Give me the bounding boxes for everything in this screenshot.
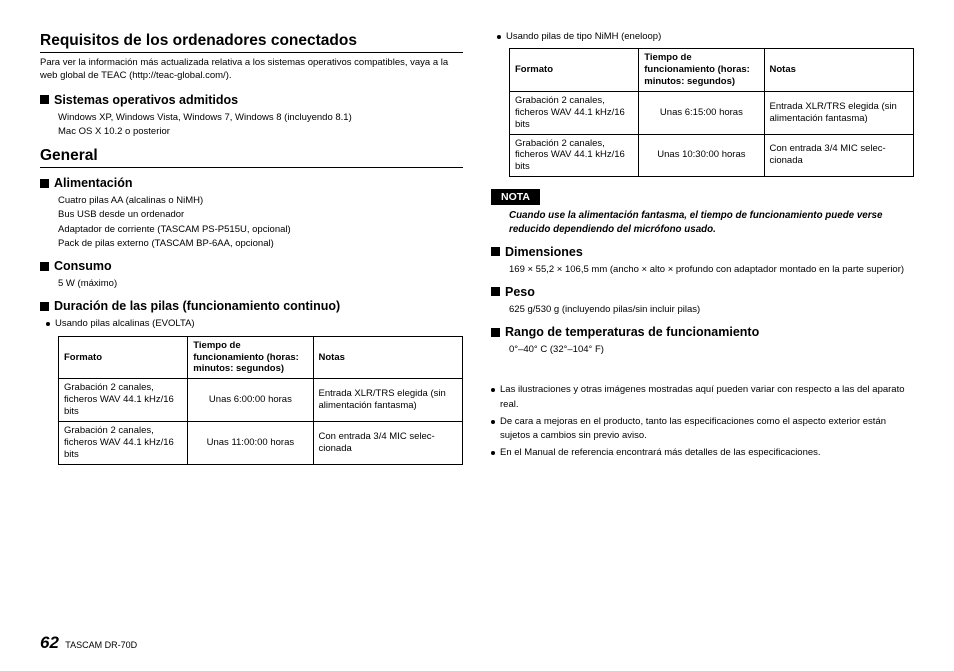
subhead-consumption: Consumo bbox=[40, 259, 463, 273]
right-column: Usando pilas de tipo NiMH (eneloop) Form… bbox=[491, 30, 914, 465]
table-cell: Entrada XLR/TRS elegida (sin alimentació… bbox=[313, 379, 463, 422]
heading-requirements: Requisitos de los ordenadores conectados bbox=[40, 32, 463, 53]
subhead-os: Sistemas operativos admitidos bbox=[40, 93, 463, 107]
table-cell: Unas 10:30:00 horas bbox=[639, 134, 764, 177]
left-column: Requisitos de los ordenadores conectados… bbox=[40, 30, 463, 465]
intro-text: Para ver la información más actualizada … bbox=[40, 57, 463, 83]
os-line-1: Windows XP, Windows Vista, Windows 7, Wi… bbox=[58, 111, 463, 125]
subhead-weight: Peso bbox=[491, 285, 914, 299]
subhead-dimensions-label: Dimensiones bbox=[505, 245, 583, 259]
table-cell: Unas 6:00:00 horas bbox=[188, 379, 313, 422]
square-icon bbox=[40, 302, 49, 311]
power-line: Bus USB desde un ordenador bbox=[58, 208, 463, 222]
table-cell: Unas 11:00:00 horas bbox=[188, 421, 313, 464]
battery-bullet: Usando pilas alcalinas (EVOLTA) bbox=[46, 317, 463, 331]
weight-line: 625 g/530 g (incluyendo pilas/sin inclui… bbox=[509, 303, 914, 317]
table-cell: Grabación 2 canales, ficheros WAV 44.1 k… bbox=[59, 379, 188, 422]
table-row: Grabación 2 canales, ficheros WAV 44.1 k… bbox=[510, 91, 914, 134]
square-icon bbox=[491, 328, 500, 337]
table-cell: Entrada XLR/TRS elegida (sin alimentació… bbox=[764, 91, 914, 134]
table-cell: Grabación 2 canales, ficheros WAV 44.1 k… bbox=[510, 134, 639, 177]
footnote: De cara a mejoras en el producto, tanto … bbox=[491, 415, 914, 444]
subhead-power: Alimentación bbox=[40, 176, 463, 190]
table-header-row: Formato Tiempo de funcionamiento (horas:… bbox=[510, 49, 914, 92]
battery-table-alkaline: Formato Tiempo de funcionamiento (horas:… bbox=[58, 336, 463, 465]
note-text: Cuando use la alimentación fantasma, el … bbox=[509, 209, 914, 236]
subhead-battery-label: Duración de las pilas (funcionamiento co… bbox=[54, 299, 340, 313]
table-row: Grabación 2 canales, ficheros WAV 44.1 k… bbox=[59, 421, 463, 464]
bullet-icon bbox=[491, 451, 495, 455]
footnotes: Las ilustraciones y otras imágenes mostr… bbox=[491, 383, 914, 460]
table-row: Grabación 2 canales, ficheros WAV 44.1 k… bbox=[510, 134, 914, 177]
battery-bullet-text: Usando pilas alcalinas (EVOLTA) bbox=[55, 317, 195, 331]
table-header: Formato bbox=[510, 49, 639, 92]
consumption-line: 5 W (máximo) bbox=[58, 277, 463, 291]
subhead-consumption-label: Consumo bbox=[54, 259, 112, 273]
subhead-temperature: Rango de temperaturas de funcionamiento bbox=[491, 325, 914, 339]
square-icon bbox=[40, 179, 49, 188]
table-header: Notas bbox=[313, 336, 463, 379]
subhead-os-label: Sistemas operativos admitidos bbox=[54, 93, 238, 107]
table-row: Grabación 2 canales, ficheros WAV 44.1 k… bbox=[59, 379, 463, 422]
subhead-temperature-label: Rango de temperaturas de funcionamiento bbox=[505, 325, 759, 339]
os-line-2: Mac OS X 10.2 o posterior bbox=[58, 125, 463, 139]
table-cell: Grabación 2 canales, ficheros WAV 44.1 k… bbox=[510, 91, 639, 134]
bullet-icon bbox=[46, 322, 50, 326]
bullet-icon bbox=[497, 35, 501, 39]
table-cell: Con entrada 3/4 MIC selec­cionada bbox=[764, 134, 914, 177]
subhead-weight-label: Peso bbox=[505, 285, 535, 299]
table-cell: Unas 6:15:00 horas bbox=[639, 91, 764, 134]
page-number: 62 bbox=[40, 633, 59, 652]
power-line: Cuatro pilas AA (alcalinas o NiMH) bbox=[58, 194, 463, 208]
battery-table-nimh: Formato Tiempo de funcionamiento (horas:… bbox=[509, 48, 914, 177]
model-name: TASCAM DR-70D bbox=[65, 640, 137, 650]
battery-bullet-nimh: Usando pilas de tipo NiMH (eneloop) bbox=[497, 30, 914, 44]
square-icon bbox=[40, 95, 49, 104]
footnote-text: En el Manual de referencia encontrará má… bbox=[500, 446, 821, 460]
subhead-power-label: Alimentación bbox=[54, 176, 133, 190]
table-header: Notas bbox=[764, 49, 914, 92]
subhead-dimensions: Dimensiones bbox=[491, 245, 914, 259]
power-line: Adaptador de corriente (TASCAM PS-P515U,… bbox=[58, 223, 463, 237]
table-header-row: Formato Tiempo de funcionamiento (horas:… bbox=[59, 336, 463, 379]
power-line: Pack de pilas externo (TASCAM BP-6AA, op… bbox=[58, 237, 463, 251]
dimensions-line: 169 × 55,2 × 106,5 mm (ancho × alto × pr… bbox=[509, 263, 914, 277]
table-header: Tiempo de funcionamiento (horas: minutos… bbox=[188, 336, 313, 379]
heading-general: General bbox=[40, 147, 463, 168]
table-header: Formato bbox=[59, 336, 188, 379]
footnote: Las ilustraciones y otras imágenes mostr… bbox=[491, 383, 914, 412]
subhead-battery: Duración de las pilas (funcionamiento co… bbox=[40, 299, 463, 313]
table-cell: Grabación 2 canales, ficheros WAV 44.1 k… bbox=[59, 421, 188, 464]
square-icon bbox=[40, 262, 49, 271]
footnote: En el Manual de referencia encontrará má… bbox=[491, 446, 914, 460]
note-label: NOTA bbox=[491, 189, 540, 205]
table-header: Tiempo de funcionamiento (horas: minutos… bbox=[639, 49, 764, 92]
footnote-text: Las ilustraciones y otras imágenes mostr… bbox=[500, 383, 914, 412]
temperature-line: 0°–40° C (32°–104° F) bbox=[509, 343, 914, 357]
table-cell: Con entrada 3/4 MIC selec­cionada bbox=[313, 421, 463, 464]
square-icon bbox=[491, 287, 500, 296]
page-footer: 62 TASCAM DR-70D bbox=[40, 633, 137, 653]
bullet-icon bbox=[491, 420, 495, 424]
battery-bullet-nimh-text: Usando pilas de tipo NiMH (eneloop) bbox=[506, 30, 661, 44]
square-icon bbox=[491, 247, 500, 256]
footnote-text: De cara a mejoras en el producto, tanto … bbox=[500, 415, 914, 444]
bullet-icon bbox=[491, 388, 495, 392]
